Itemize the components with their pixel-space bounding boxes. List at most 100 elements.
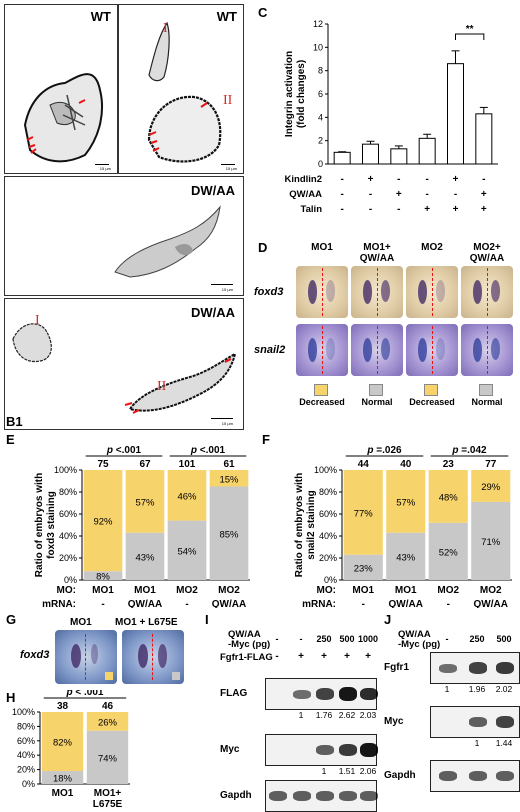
d-stain-left <box>418 338 427 362</box>
blot-row-label: Gapdh <box>220 790 252 801</box>
blot-quant: 2.06 <box>359 766 377 776</box>
bar-normal <box>83 571 123 580</box>
c-y-tick-label: 8 <box>318 66 323 76</box>
blot-band <box>316 688 334 700</box>
row-label-mrna: mRNA: <box>42 599 76 608</box>
mrna-label: - <box>362 599 365 608</box>
cell-image-a <box>23 73 103 163</box>
blot-flag-mark: + <box>321 651 327 662</box>
c-condition-mark: - <box>425 174 428 185</box>
micrograph-b1: I II DW/AA 15 μm <box>4 298 244 430</box>
blot-quant: 2.03 <box>359 710 377 720</box>
blot-band <box>269 791 287 801</box>
d-col-header: MO2 <box>421 242 443 253</box>
n-label: 75 <box>97 459 109 470</box>
d-col-header: MO1 <box>311 242 333 253</box>
n-label: 101 <box>179 459 196 470</box>
d-legend-label: Decreased <box>409 397 455 407</box>
cell-image-a1 <box>147 21 222 163</box>
row-label-mo: MO: <box>57 585 76 596</box>
scalebar-a1 <box>221 164 235 165</box>
panel-label-g: G <box>6 612 17 627</box>
d-stain-left <box>308 280 317 304</box>
bar-normal <box>471 501 511 580</box>
embryo-g-mo1-l675e <box>122 630 184 684</box>
d-stain-left <box>418 280 427 304</box>
bar-decreased <box>41 712 84 772</box>
y-tick-label: 0% <box>22 779 35 789</box>
bar-normal-label: 52% <box>439 547 459 558</box>
y-tick-label: 20% <box>319 553 337 563</box>
blot-membrane <box>265 734 378 766</box>
panel-label-j: J <box>384 612 392 627</box>
c-condition-mark: - <box>340 189 343 200</box>
y-tick-label: 60% <box>59 509 77 519</box>
y-tick-label: 100% <box>314 465 337 475</box>
c-condition-mark: - <box>425 189 428 200</box>
chart-e: 0% 20% 40% 60% 80% 100%Ratio of embryos withf… <box>34 445 250 608</box>
d-embryo-snail2-3 <box>461 324 513 376</box>
c-condition-mark: - <box>482 174 485 185</box>
bar-normal <box>343 554 383 580</box>
blot-quant: 1.44 <box>495 738 513 748</box>
y-tick-label: 80% <box>59 487 77 497</box>
roman-numeral-1-b1: I <box>35 313 40 328</box>
c-condition-label: QW/AA <box>289 189 322 200</box>
blot-dose: 250 <box>469 634 485 644</box>
c-condition-mark: - <box>369 189 372 200</box>
blot-dose-header: QW/AA -Myc (pg) <box>228 629 271 650</box>
p-value-label: p =.026 <box>366 445 402 456</box>
y-tick-label: 40% <box>319 531 337 541</box>
d-legend-label: Decreased <box>299 397 345 407</box>
label-wt-a1: WT <box>216 9 237 24</box>
blot-band <box>469 717 487 727</box>
mrna-label: QW/AA <box>389 599 423 608</box>
mo-label: MO1 <box>134 585 156 596</box>
blot-band <box>339 791 357 801</box>
c-bar <box>475 113 493 165</box>
bar-decreased-label: 29% <box>481 482 501 493</box>
d-legend-swatch <box>314 384 328 396</box>
mrna-label: QW/AA <box>212 599 246 608</box>
c-condition-mark: - <box>397 204 400 215</box>
y-tick-label: 100% <box>12 707 35 717</box>
bar-normal-label: 8% <box>96 572 110 583</box>
blot-band <box>293 689 311 699</box>
bar-decreased <box>86 712 129 731</box>
mrna-label: - <box>185 599 188 608</box>
c-bar <box>418 137 436 165</box>
blot-band <box>496 771 514 781</box>
embryo-g-mo1 <box>55 630 117 684</box>
d-midline <box>377 326 378 374</box>
d-stain-right <box>381 280 390 302</box>
micrograph-b: DW/AA 15 μm <box>4 176 244 296</box>
mo-label: MO1 <box>352 585 374 596</box>
panel-label-e: E <box>6 432 15 447</box>
bar-decreased-label: 57% <box>135 497 155 508</box>
n-label: 38 <box>57 701 69 712</box>
d-legend-swatch <box>479 384 493 396</box>
blot-band <box>496 716 514 728</box>
c-condition-mark: + <box>453 174 459 185</box>
c-y-tick-label: 0 <box>318 159 323 169</box>
bar-decreased-label: 82% <box>53 738 73 749</box>
d-stain-right <box>491 338 500 360</box>
d-stain-right <box>436 280 445 302</box>
row-label-mrna: mRNA: <box>302 599 336 608</box>
bar-normal <box>209 486 249 580</box>
blot-membrane <box>265 678 378 710</box>
bar-normal <box>41 771 84 784</box>
c-bar <box>333 151 351 165</box>
mo-label: MO2 <box>480 585 502 596</box>
blot-band <box>293 791 311 801</box>
panel-label-i: I <box>205 612 209 627</box>
c-y-axis-label: Integrin activation(fold changes) <box>284 51 307 137</box>
blot-band <box>360 791 378 801</box>
bar-normal-label: 43% <box>135 552 155 563</box>
blot-quant: 1 <box>298 710 304 720</box>
blot-band <box>360 687 378 701</box>
n-label: 46 <box>102 701 114 712</box>
bar-decreased <box>167 470 207 521</box>
c-y-tick-label: 2 <box>318 136 323 146</box>
blot-row-label: Myc <box>220 744 240 755</box>
